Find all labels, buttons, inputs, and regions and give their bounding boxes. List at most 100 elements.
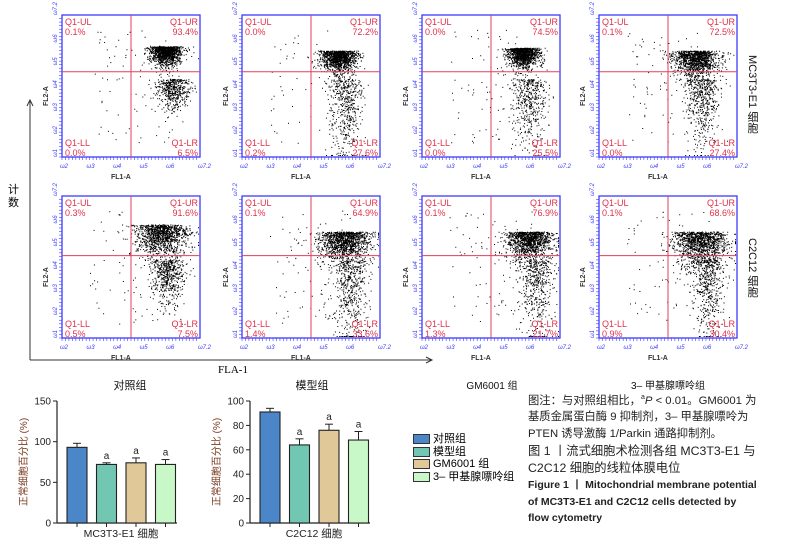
y-tick-label: ω7.2 bbox=[53, 182, 59, 196]
quadrant-lr-value: 7.5% bbox=[177, 329, 198, 339]
x-axis-title: C2C12 细胞 bbox=[286, 527, 343, 540]
x-tick-label: ω7.2 bbox=[735, 345, 749, 351]
x-tick-label: ω5 bbox=[677, 164, 686, 170]
flow-plot: ω2 ω3 ω4 ω5 ω6 ω7.2 ω1 ω2 ω3 ω4 ω5 ω6 ω7.2 FL1-A FL2-A… bbox=[580, 182, 749, 362]
significance-label: a bbox=[297, 427, 303, 438]
x-tick-label: ω4 bbox=[473, 164, 482, 170]
quadrant-ur-value: 68.6% bbox=[709, 208, 735, 218]
figure-caption: 图注：与对照组相比，aP < 0.01。GM6001 为基质金属蛋白酶 9 抑制… bbox=[528, 390, 758, 527]
quadrant-ur-value: 91.6% bbox=[172, 208, 198, 218]
y-tick-label: ω2 bbox=[413, 306, 419, 315]
significance-label: a bbox=[356, 420, 362, 431]
legend-swatch bbox=[413, 434, 430, 445]
y-tick-label: ω6 bbox=[233, 215, 239, 224]
y-tick-label: ω2 bbox=[590, 125, 596, 134]
legend-item: 模型组 bbox=[413, 446, 514, 459]
group-label-model: 模型组 bbox=[295, 380, 329, 392]
x-label: FL1-A bbox=[648, 355, 668, 362]
y-tick-label: ω4 bbox=[590, 80, 596, 89]
quadrant-lr-name: Q1-LR bbox=[171, 319, 198, 329]
x-label: FL1-A bbox=[291, 174, 311, 181]
quadrant-ul-value: 0.3% bbox=[65, 208, 86, 218]
y-tick-label: 40 bbox=[233, 470, 245, 481]
y-tick-label: ω1 bbox=[413, 149, 419, 157]
quadrant-lr-value: 27.4% bbox=[709, 148, 735, 158]
y-tick-label: ω6 bbox=[53, 34, 59, 43]
quadrant-ll-value: 1.4% bbox=[245, 329, 266, 339]
y-tick-label: ω3 bbox=[413, 103, 419, 112]
x-label: FL1-A bbox=[111, 355, 131, 362]
bar bbox=[318, 429, 340, 524]
quadrant-lr-value: 6.5% bbox=[177, 148, 198, 158]
x-tick-label: ω5 bbox=[320, 164, 329, 170]
x-tick-label: ω5 bbox=[500, 164, 509, 170]
quadrant-ul-name: Q1-UL bbox=[425, 17, 452, 27]
quadrant-ll-name: Q1-LL bbox=[425, 138, 450, 148]
y-label: FL2-A bbox=[223, 267, 230, 287]
caption-note: 图注：与对照组相比，aP < 0.01。GM6001 为基质金属蛋白酶 9 抑制… bbox=[528, 390, 758, 442]
quadrant-lr-value: 25.5% bbox=[532, 148, 558, 158]
x-arrow-head bbox=[425, 356, 434, 364]
legend-label: GM6001 组 bbox=[433, 458, 490, 470]
quadrant-ur-value: 72.5% bbox=[709, 27, 735, 37]
bar bbox=[259, 411, 281, 524]
x-tick-label: ω6 bbox=[526, 345, 535, 351]
x-tick-label: ω4 bbox=[113, 345, 122, 351]
y-tick-label: ω4 bbox=[53, 80, 59, 89]
y-label: FL2-A bbox=[580, 267, 587, 287]
row-label-c2c12: C2C12 细胞 bbox=[746, 238, 758, 298]
quadrant-ur-name: Q1-UR bbox=[707, 17, 736, 27]
y-tick-label: ω1 bbox=[590, 149, 596, 157]
quadrant-lr-value: 30.4% bbox=[709, 329, 735, 339]
quadrant-lr-value: 33.6% bbox=[352, 329, 378, 339]
y-tick-label: ω3 bbox=[590, 284, 596, 293]
x-tick-label: ω2 bbox=[240, 345, 249, 351]
y-tick-label: ω2 bbox=[233, 306, 239, 315]
flow-plot: ω2 ω3 ω4 ω5 ω6 ω7.2 ω1 ω2 ω3 ω4 ω5 ω6 ω7.2 FL1-A FL2-A… bbox=[223, 182, 392, 362]
x-tick-label: ω3 bbox=[267, 164, 276, 170]
y-tick-label: ω5 bbox=[590, 57, 596, 66]
quadrant-ll-name: Q1-LL bbox=[602, 138, 627, 148]
y-tick-label: 20 bbox=[233, 494, 245, 505]
y-tick-label: 80 bbox=[233, 421, 245, 432]
y-tick-label: ω1 bbox=[53, 330, 59, 338]
quadrant-ur-value: 64.9% bbox=[352, 208, 378, 218]
quadrant-ul-value: 0.0% bbox=[425, 27, 446, 37]
y-tick-label: ω5 bbox=[233, 57, 239, 66]
quadrant-ul-value: 0.0% bbox=[245, 27, 266, 37]
x-tick-label: ω2 bbox=[420, 164, 429, 170]
quadrant-ur-name: Q1-UR bbox=[350, 17, 379, 27]
y-label: FL2-A bbox=[403, 267, 410, 287]
bar bbox=[95, 463, 118, 524]
y-tick-label: ω4 bbox=[413, 80, 419, 89]
quadrant-ur-value: 72.2% bbox=[352, 27, 378, 37]
y-tick-label: ω3 bbox=[413, 284, 419, 293]
x-tick-label: ω6 bbox=[166, 164, 175, 170]
x-axis-label: FLA-1 bbox=[218, 364, 248, 376]
y-tick-label: ω6 bbox=[413, 34, 419, 43]
y-tick-label: ω5 bbox=[590, 238, 596, 247]
significance-label: a bbox=[133, 446, 139, 457]
y-tick-label: ω6 bbox=[590, 215, 596, 224]
y-tick-label: ω3 bbox=[53, 103, 59, 112]
y-tick-label: 0 bbox=[45, 519, 51, 530]
bar bbox=[154, 463, 177, 524]
y-tick-label: ω2 bbox=[413, 125, 419, 134]
y-tick-label: ω7.2 bbox=[53, 1, 59, 15]
x-tick-label: ω5 bbox=[677, 345, 686, 351]
y-tick-label: 100 bbox=[227, 397, 244, 408]
significance-label: a bbox=[104, 451, 110, 462]
x-tick-label: ω2 bbox=[420, 345, 429, 351]
x-label: FL1-A bbox=[471, 355, 491, 362]
x-label: FL1-A bbox=[291, 355, 311, 362]
x-tick-label: ω7.2 bbox=[558, 164, 572, 170]
y-tick-label: 100 bbox=[34, 437, 51, 448]
quadrant-lr-name: Q1-LR bbox=[531, 319, 558, 329]
quadrant-lr-name: Q1-LR bbox=[708, 138, 735, 148]
x-label: FL1-A bbox=[111, 174, 131, 181]
legend-swatch bbox=[413, 471, 430, 482]
x-tick-label: ω7.2 bbox=[735, 164, 749, 170]
quadrant-ll-name: Q1-LL bbox=[425, 319, 450, 329]
x-tick-label: ω3 bbox=[624, 164, 633, 170]
y-tick-label: 50 bbox=[40, 478, 52, 489]
